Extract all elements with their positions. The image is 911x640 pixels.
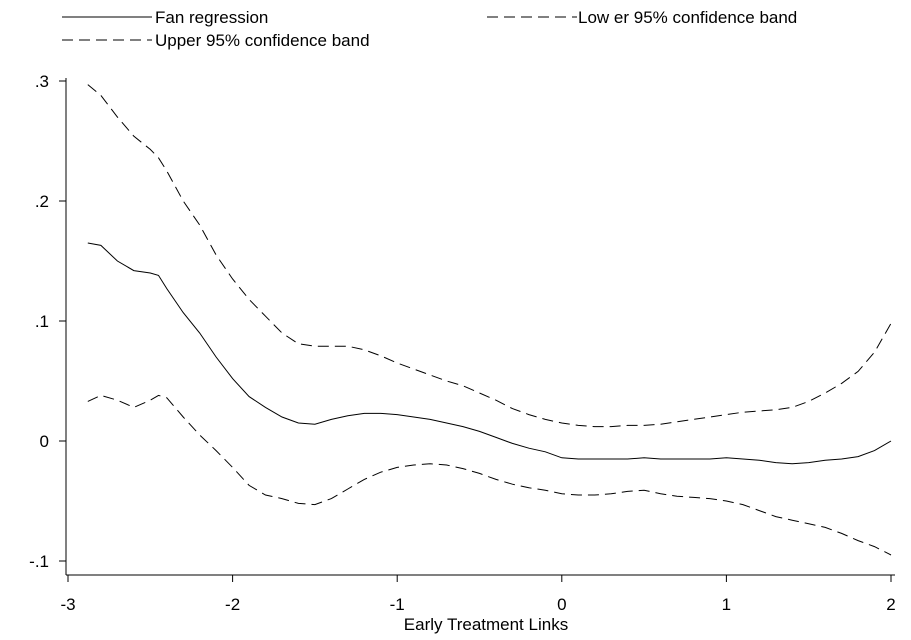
x-tick-label: 0 [557,595,566,614]
y-tick-label: .1 [35,312,49,331]
x-axis-title: Early Treatment Links [404,615,568,634]
y-tick-label: 0 [40,432,49,451]
legend-label-fan-regression: Fan regression [155,8,268,27]
legend-label-upper-band: Upper 95% confidence band [155,31,370,50]
y-tick-label: .2 [35,192,49,211]
series-layer [87,84,892,556]
x-tick-label: -3 [60,595,75,614]
x-axis-ticks: -3 -2 -1 0 1 2 [60,575,896,614]
legend: Fan regression Low er 95% confidence ban… [62,8,797,50]
legend-label-lower-band: Low er 95% confidence band [578,8,797,27]
x-tick-label: -2 [225,595,240,614]
x-tick-label: 1 [722,595,731,614]
y-axis-ticks: -.1 0 .1 .2 .3 [29,72,66,571]
y-tick-label: -.1 [29,552,49,571]
y-tick-label: .3 [35,72,49,91]
series-line-upper-band [87,84,892,428]
legend-item-upper-band: Upper 95% confidence band [62,31,370,50]
x-tick-label: -1 [390,595,405,614]
x-tick-label: 2 [886,595,895,614]
series-line-fan-regression [87,242,892,465]
series-line-lower-band [87,394,892,556]
legend-item-lower-band: Low er 95% confidence band [487,8,797,27]
legend-item-fan-regression: Fan regression [62,8,268,27]
